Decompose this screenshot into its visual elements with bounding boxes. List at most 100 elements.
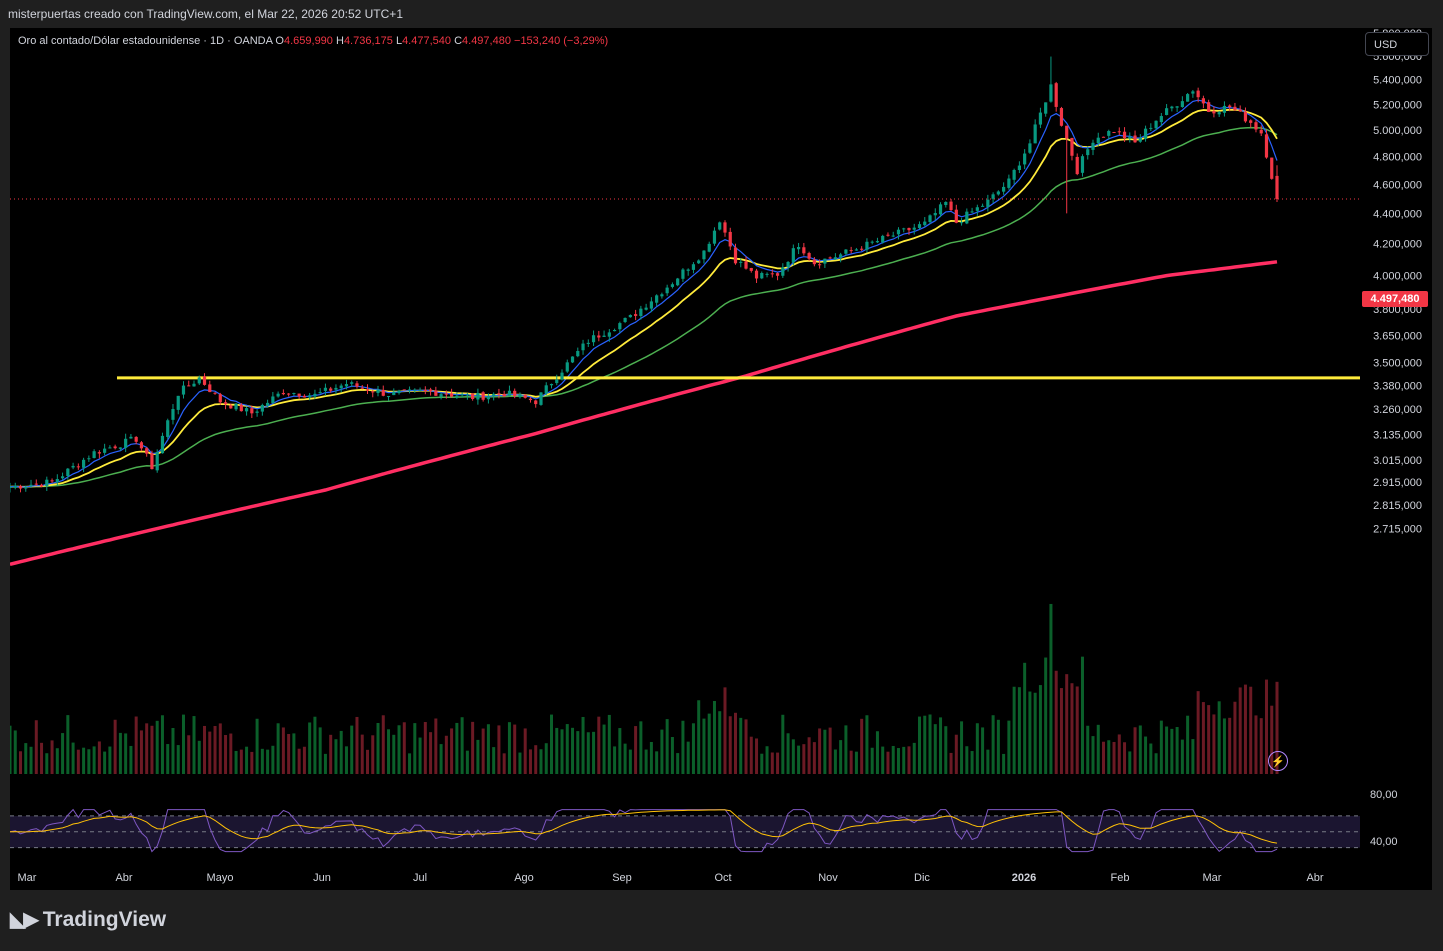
volume-bar [965,746,969,774]
candle-body [92,451,96,458]
candle-body [1259,129,1263,134]
currency-button[interactable]: USD [1365,32,1429,56]
volume-bar [1133,727,1137,774]
volume-bar [712,700,716,774]
candle-body [287,393,291,395]
volume-bar [218,723,222,774]
volume-bar [371,735,375,774]
candle-body [902,228,906,230]
volume-bar [150,725,154,774]
candle-body [18,485,23,489]
candle-body [103,448,107,453]
candle-body [1243,111,1248,122]
volume-bar [702,718,706,774]
candle-body [1080,156,1085,173]
volume-bar [844,725,848,774]
volume-bar [145,723,149,774]
ema-mid-line [10,108,1278,488]
candle-body [308,395,312,398]
candle-body [623,317,627,322]
volume-bar [429,732,433,774]
candle-body [1002,186,1006,192]
volume-bar [134,716,138,774]
volume-bar [40,742,44,774]
high-label: H [335,35,344,47]
candle-body [823,258,827,264]
candle-body [1075,156,1079,175]
candle-body [1023,153,1027,165]
volume-bar [239,749,243,774]
candle-body [213,392,217,394]
volume-bar [513,724,517,774]
candle-body [1233,106,1237,111]
candle-body [849,250,853,252]
candle-body [1107,130,1111,136]
volume-bar [986,749,990,774]
candle-body [707,243,711,252]
candle-body [770,273,774,275]
volume-bar [402,722,406,774]
volume-bar [1149,743,1153,774]
candle-body [1149,127,1153,129]
volume-bar [66,715,70,774]
volume-bar [245,746,249,774]
volume-bar [392,734,396,774]
candle-body [896,229,901,235]
candle-body [1007,178,1011,188]
chart-canvas[interactable]: 5.800,0005.600,0005.400,0005.200,0005.00… [10,28,1432,890]
volume-bar [1049,603,1053,774]
candle-body [1017,165,1021,171]
candle-body [833,257,837,260]
price-axis[interactable]: 5.800,0005.600,0005.400,0005.200,0005.00… [1373,28,1422,535]
candle-body [1275,175,1279,200]
candle-body [938,204,943,215]
candle-body [570,356,575,363]
candle-body [1154,120,1158,129]
candle-body [712,230,717,244]
candle-body [166,420,170,437]
volume-bar [991,715,995,774]
candle-body [723,222,727,233]
candle-body [187,385,191,387]
volume-bar [607,714,611,774]
lightning-icon[interactable]: ⚡ [1268,751,1288,771]
candle-body [923,221,927,226]
volume-bar [450,728,454,774]
candle-body [786,261,790,268]
candle-body [60,476,65,479]
volume-bar [1038,685,1042,774]
candle-body [407,389,412,391]
volume-bar [444,735,448,774]
candle-body [465,394,469,396]
volume-bar [1170,728,1174,774]
volume-bar [634,726,638,774]
candle-body [518,394,522,398]
candle-body [350,382,354,384]
close-label: C [454,35,463,47]
volume-bar [865,715,869,774]
volume-bar [339,730,343,774]
volume-bar [1017,687,1021,774]
volume-bar [423,722,427,774]
tradingview-logo[interactable]: ◣▶ TradingView [10,907,166,932]
symbol-title[interactable]: Oro al contado/Dólar estadounidense · 1D… [18,35,273,47]
candle-body [839,254,843,258]
volume-bar [639,721,643,774]
price-tick-label: 3.650,000 [1373,330,1422,342]
volume-bar [1270,705,1274,774]
candle-body [544,385,548,394]
volume-bar [691,723,695,774]
candle-body [670,284,675,287]
candle-body [76,466,80,468]
candle-body [760,273,764,279]
high-value: 4.736,175 [343,35,393,47]
price-tick-label: 2.915,000 [1373,477,1422,489]
time-axis[interactable]: Mar Abr Mayo Jun Jul Ago Sep Oct Nov Dic 2026 Feb Ma… [18,872,1324,884]
volume-bar [881,746,885,774]
price-tick-label: 3.015,000 [1373,455,1422,467]
volume-bar [197,740,201,774]
candle-body [1180,101,1184,108]
candle-body [744,261,748,269]
volume-bar [776,752,780,774]
candle-body [1207,102,1211,112]
